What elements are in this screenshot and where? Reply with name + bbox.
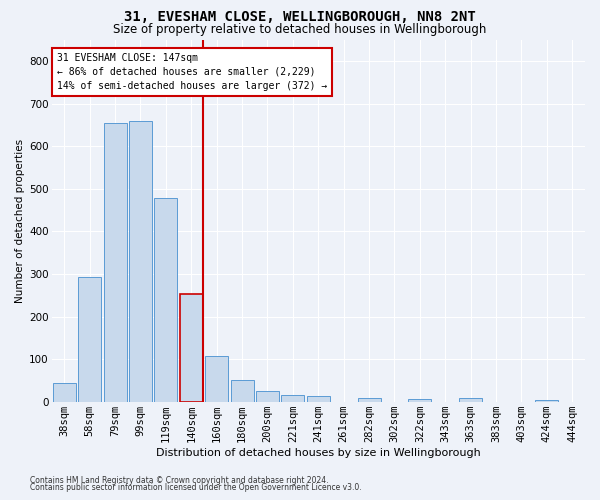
Text: 31, EVESHAM CLOSE, WELLINGBOROUGH, NN8 2NT: 31, EVESHAM CLOSE, WELLINGBOROUGH, NN8 2… xyxy=(124,10,476,24)
X-axis label: Distribution of detached houses by size in Wellingborough: Distribution of detached houses by size … xyxy=(156,448,481,458)
Y-axis label: Number of detached properties: Number of detached properties xyxy=(15,139,25,303)
Bar xyxy=(256,391,279,402)
Bar xyxy=(180,294,203,402)
Bar xyxy=(104,123,127,402)
Bar xyxy=(78,277,101,402)
Text: Contains HM Land Registry data © Crown copyright and database right 2024.: Contains HM Land Registry data © Crown c… xyxy=(30,476,329,485)
Bar xyxy=(53,382,76,402)
Text: 31 EVESHAM CLOSE: 147sqm
← 86% of detached houses are smaller (2,229)
14% of sem: 31 EVESHAM CLOSE: 147sqm ← 86% of detach… xyxy=(57,52,327,90)
Bar xyxy=(281,396,304,402)
Bar xyxy=(459,398,482,402)
Text: Size of property relative to detached houses in Wellingborough: Size of property relative to detached ho… xyxy=(113,22,487,36)
Text: Contains public sector information licensed under the Open Government Licence v3: Contains public sector information licen… xyxy=(30,484,362,492)
Bar xyxy=(154,198,178,402)
Bar xyxy=(358,398,380,402)
Bar xyxy=(307,396,330,402)
Bar xyxy=(535,400,559,402)
Bar xyxy=(205,356,228,402)
Bar xyxy=(230,380,254,402)
Bar xyxy=(129,121,152,402)
Bar xyxy=(409,398,431,402)
